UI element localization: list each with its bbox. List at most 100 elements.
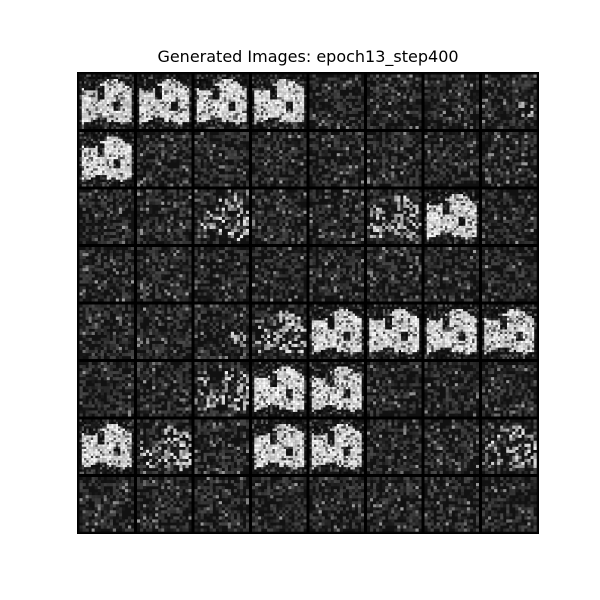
generated-image-tile-r1-c4-pixel [256, 106, 259, 109]
generated-image-tile-r1-c6-pixel [418, 107, 422, 112]
generated-image-tile-r2-c4-pixel [303, 156, 307, 160]
generated-image-tile-r2-c1-pixel [106, 141, 110, 144]
generated-image-tile-r1-c3-pixel [219, 88, 222, 91]
generated-image-tile-r2-c7-pixel [430, 168, 434, 172]
generated-image-tile-r2-c7-pixel [448, 135, 452, 139]
generated-image-tile-r1-c3-pixel [224, 83, 227, 87]
generated-image-tile-r2-c1-pixel [104, 161, 107, 164]
generated-image-tile-r2-c6-pixel [415, 168, 419, 172]
generated-image-tile-r2-c3-pixel [242, 144, 247, 148]
generated-image-tile-r1-c1-pixel [129, 113, 132, 116]
generated-image-tile-r1-c3-pixel [208, 94, 211, 98]
generated-image-tile-r2-c1-pixel [95, 134, 98, 137]
generated-image-tile-r1-c2-pixel [173, 99, 176, 102]
generated-image-tile-r2-c1-pixel [95, 154, 98, 158]
generated-image-tile-r2-c3-pixel [245, 165, 250, 169]
generated-image-tile-r1-c3-pixel [201, 110, 204, 114]
generated-image-tile-r1-c3-pixel [208, 88, 211, 91]
generated-image-tile-r1-c1-pixel [111, 92, 114, 96]
generated-image-tile-r1-c7-pixel [457, 107, 462, 112]
generated-image-tile-r1-c5-pixel [309, 116, 313, 121]
generated-image-tile-r1-c2-pixel [157, 83, 160, 87]
generated-image-tile-r1-c1-pixel [122, 90, 126, 93]
generated-image-tile-r1-c1-pixel [129, 110, 132, 114]
generated-image-tile-r2-c4-pixel [282, 168, 286, 172]
generated-image-tile-r1-c6 [367, 74, 422, 130]
generated-image-tile-r1-c1-pixel [99, 94, 103, 98]
generated-image-tile-r1-c7-pixel [454, 77, 459, 81]
generated-image-tile-r1-c4-pixel [304, 101, 307, 105]
generated-image-tile-r2-c1-pixel [131, 159, 135, 162]
generated-image-tile-r1-c7-pixel [436, 107, 440, 112]
generated-image-tile-r1-c3-pixel [246, 76, 250, 80]
generated-image-tile-r1-c5-pixel [348, 80, 353, 84]
generated-image-tile-r1-c8-pixel [485, 110, 489, 115]
generated-image-tile-r1-c1-pixel [122, 119, 126, 123]
generated-image-tile-r1-c6-pixel [394, 119, 398, 124]
generated-image-tile-r1-c2-pixel [139, 108, 142, 111]
generated-image-tile-r1-c1-pixel [122, 97, 126, 100]
generated-image-tile-r2-c1-pixel [97, 170, 101, 174]
generated-image-tile-r2-c1-pixel [90, 143, 94, 146]
generated-image-tile-r1-c1-pixel [124, 74, 128, 77]
generated-image-tile-r2-c1-pixel [86, 150, 89, 153]
generated-image-tile-r1-c1-pixel [120, 106, 123, 109]
generated-image-tile-r1-c1-pixel [115, 99, 119, 102]
generated-image-tile-r2-c1-pixel [97, 156, 101, 160]
generated-image-tile-r2-c5-pixel [345, 174, 350, 178]
generated-image-tile-r1-c8-pixel [524, 80, 528, 84]
generated-image-tile-r1-c6-pixel [403, 83, 407, 87]
generated-image-tile-r2-c1-pixel [90, 150, 94, 153]
generated-image-tile-r2-c4-pixel [303, 144, 307, 148]
generated-image-tile-r2-c4-pixel [270, 156, 274, 160]
generated-image-tile-r1-c8-pixel [488, 122, 492, 127]
generated-image-tile-r1-c3-pixel [230, 90, 234, 93]
generated-image-tile-r1-c2-pixel [168, 88, 172, 91]
generated-image-tile-r1-c2-pixel [141, 122, 144, 125]
generated-image-tile-r1-c8-pixel [533, 113, 537, 118]
generated-image-tile-r2-c1-pixel [109, 166, 112, 169]
generated-image-tile-r2-c3-pixel [227, 135, 232, 139]
generated-image-tile-r1-c7-pixel [427, 95, 431, 99]
generated-image-tile-r1-c2-pixel [137, 108, 140, 111]
generated-image-tile-r2-c7-pixel [424, 174, 428, 178]
generated-image-tile-r2-c2-pixel [176, 168, 180, 172]
generated-image-tile-r1-c4-pixel [288, 101, 291, 105]
generated-image-tile-r2-c1-pixel [118, 138, 121, 142]
generated-image-tile-r1-c8-pixel [527, 92, 531, 96]
generated-image-tile-r1-c1-pixel [111, 101, 114, 105]
generated-image-tile-r2-c7-pixel [454, 138, 459, 142]
generated-image-tile-r1-c1-pixel [131, 117, 135, 121]
generated-image-tile-r2-c4-pixel [267, 168, 271, 172]
generated-image-tile-r1-c2-pixel [166, 94, 169, 98]
generated-image-tile-r1-c3-pixel [203, 117, 207, 121]
generated-image-tile-r1-c7-pixel [433, 122, 437, 127]
generated-image-tile-r1-c4-pixel [254, 115, 257, 118]
generated-image-tile-r2-c3-pixel [236, 168, 241, 172]
generated-image-tile-r2-c1-pixel [79, 147, 82, 151]
generated-image-tile-r1-c5-pixel [327, 113, 331, 118]
generated-image-tile-r2-c1-pixel [88, 166, 92, 169]
generated-image-tile-r1-c3-pixel [194, 108, 197, 111]
generated-image-tile-r1-c6-pixel [385, 89, 389, 93]
generated-image-tile-r2-c4-pixel [270, 135, 274, 139]
generated-image-tile-r1-c2-pixel [173, 110, 176, 114]
generated-image-tile-r1-c3-pixel [221, 94, 225, 98]
generated-image-tile-r1-c1-pixel [86, 110, 89, 114]
generated-image-tile-r1-c8-pixel [497, 80, 501, 84]
generated-image-tile-r1-c3-pixel [208, 124, 211, 127]
generated-image-tile-r1-c4-pixel [286, 83, 289, 87]
generated-image-tile-r1-c6-pixel [412, 77, 416, 81]
generated-image-tile-r2-c1-pixel [79, 170, 82, 174]
generated-image-tile-r1-c4-pixel [283, 108, 287, 111]
generated-image-tile-r1-c5-pixel [318, 113, 322, 118]
generated-image-tile-r1-c1-pixel [93, 88, 96, 91]
generated-image-tile-r1-c3-pixel [201, 117, 204, 121]
generated-image-tile-r1-c5-pixel [342, 80, 347, 84]
generated-image-tile-r1-c1-pixel [109, 101, 112, 105]
generated-image-tile-r1-c4-pixel [252, 126, 255, 130]
generated-image-tile-r2-c1-pixel [81, 170, 85, 174]
generated-image-tile-r1-c3-pixel [233, 108, 236, 111]
generated-image-tile-r1-c8-pixel [494, 122, 498, 127]
generated-image-tile-r1-c5-pixel [327, 119, 331, 124]
